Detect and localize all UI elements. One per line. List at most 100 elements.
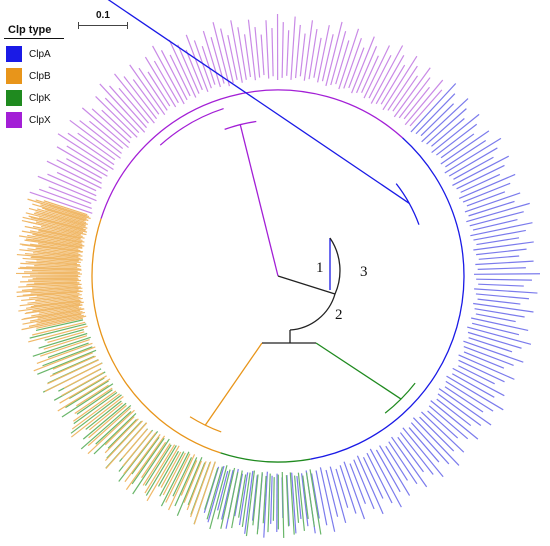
leaf-label-clpa: [291, 472, 297, 534]
leaf-label-clpb: [24, 239, 83, 249]
leaf-label-clpb: [16, 253, 83, 261]
leaf-label-clpa: [458, 365, 495, 385]
leaf-label-clpa: [452, 155, 510, 186]
leaf-label-clpb: [34, 265, 78, 269]
leaf-label-clpx: [375, 55, 405, 105]
subclade-arc-clpa: [395, 183, 420, 225]
leaf-label-clpa: [408, 427, 440, 463]
leaf-label-clpb: [32, 225, 83, 238]
leaf-label-clpx: [39, 188, 92, 209]
leaf-label-clpb: [167, 454, 196, 511]
leaf-label-clpx: [380, 64, 406, 105]
leaf-label-clpb: [183, 460, 202, 503]
legend-item-clpa: ClpA: [4, 43, 64, 65]
leaf-label-clpb: [21, 308, 85, 321]
leaf-label-clpk: [38, 332, 88, 349]
leaf-label-clpa: [234, 473, 244, 517]
leaf-label-clpa: [366, 452, 393, 504]
leaf-label-clpa: [440, 133, 475, 159]
leaf-label-clpa: [349, 463, 367, 505]
leaf-label-clpa: [466, 202, 530, 223]
leaf-label-clpx: [290, 16, 296, 80]
leaf-label-clpb: [26, 238, 83, 248]
leaf-label-clpx: [185, 49, 203, 91]
leaf-label-clpk: [285, 475, 290, 527]
leaf-label-clpx: [338, 28, 360, 90]
leaf-label-clpx: [69, 119, 121, 159]
leaf-label-clpk: [144, 444, 172, 486]
leaf-label-clpa: [410, 83, 457, 133]
subclade-arc-clpx-2: [159, 108, 224, 146]
leaf-label-clpa: [315, 470, 328, 526]
leaf-label-clpk: [42, 346, 93, 367]
leaf-label-clpb: [36, 317, 83, 329]
leaf-label-clpa: [448, 147, 498, 177]
leaf-label-clpa: [470, 222, 533, 237]
leaf-label-clpk: [68, 377, 105, 400]
leaf-label-clpa: [319, 467, 336, 532]
leaf-label-clpb: [61, 372, 104, 397]
leaf-label-clpx: [138, 67, 168, 111]
leaf-label-clpb: [122, 430, 152, 467]
leaf-label-clpb: [36, 291, 78, 297]
leaf-label-clpa: [238, 472, 249, 526]
leaf-label-clpb: [48, 203, 86, 217]
leaf-label-clpa: [475, 313, 516, 323]
leaf-label-clpa: [362, 456, 384, 499]
leaf-label-clpb: [25, 261, 81, 266]
leaf-label-clpk: [187, 462, 206, 506]
leaf-label-clpb: [25, 300, 82, 309]
leaf-label-clpa: [451, 373, 495, 398]
leaf-label-clpb: [41, 225, 81, 236]
leaf-label-clpx: [303, 20, 314, 81]
legend-item-clpk: ClpK: [4, 87, 64, 109]
subclade-arc-clpx: [224, 120, 257, 131]
leaf-label-clpa: [410, 422, 450, 465]
leaf-label-clpb: [146, 445, 180, 502]
leaf-label-clpx: [66, 145, 109, 172]
leaf-label-clpk: [272, 477, 275, 521]
leaf-label-clpk: [231, 470, 243, 529]
leaf-label-clpx: [403, 86, 430, 120]
leaf-label-clpb: [88, 404, 127, 439]
leaf-label-clpa: [475, 260, 534, 266]
scale-bar-label: 0.1: [96, 10, 110, 21]
leaf-label-clpx: [66, 158, 103, 179]
leaf-label-clpa: [412, 417, 460, 466]
leaf-label-clpb: [18, 301, 84, 312]
leaf-label-clpb: [186, 461, 207, 511]
leaf-label-clpa: [375, 449, 401, 493]
leaf-label-clpk: [176, 456, 203, 516]
leaf-label-clpb: [40, 338, 90, 357]
leaf-label-clpb: [22, 257, 81, 264]
leaf-label-clpb: [43, 200, 88, 216]
leaf-label-clpx: [356, 46, 378, 94]
internal-branch: [289, 293, 336, 331]
leaf-label-clpa: [437, 393, 482, 426]
leaf-label-clpb: [49, 355, 96, 378]
leaf-label-clpk: [220, 467, 236, 529]
leaf-label-clpx: [254, 27, 261, 78]
leaf-label-clpx: [160, 50, 188, 101]
leaf-label-clpb: [16, 287, 83, 293]
leaf-label-clpb: [38, 243, 79, 250]
leaf-label-clpk: [245, 470, 255, 537]
leaf-label-clpx: [132, 79, 160, 115]
leaf-label-clpa: [446, 375, 504, 411]
leaf-label-clpb: [33, 346, 96, 372]
leaf-label-clpk: [29, 323, 87, 339]
leaf-label-clpa: [296, 475, 302, 519]
leaf-label-clpa: [419, 416, 455, 452]
leaf-label-clpk: [131, 436, 160, 475]
leaf-label-clpa: [428, 405, 469, 440]
internal-branch: [329, 237, 341, 295]
branch-clpx: [239, 124, 279, 277]
leaf-label-clpx: [169, 54, 191, 97]
leaf-label-clpa: [385, 445, 408, 481]
leaf-label-clpa: [415, 93, 456, 135]
leaf-label-clpa: [402, 427, 444, 478]
leaf-label-clpx: [81, 107, 129, 149]
leaf-label-clpa: [440, 130, 490, 165]
leaf-label-clpa: [474, 308, 525, 318]
leaf-label-clpx: [185, 34, 209, 93]
